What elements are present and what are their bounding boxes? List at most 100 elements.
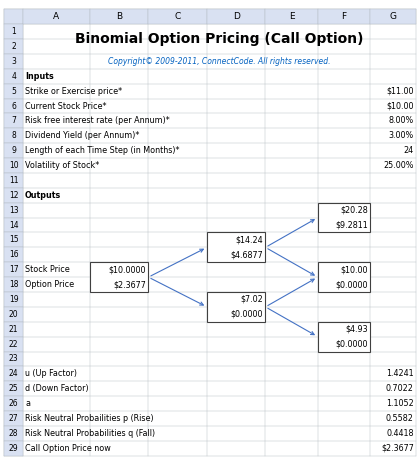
Text: $2.3677: $2.3677 xyxy=(113,280,146,289)
Text: 22: 22 xyxy=(9,339,18,349)
Bar xyxy=(318,203,370,232)
Text: 14: 14 xyxy=(9,220,18,230)
Bar xyxy=(4,99,23,113)
Bar xyxy=(4,173,23,188)
Text: 29: 29 xyxy=(9,444,18,453)
Text: 26: 26 xyxy=(9,399,18,408)
Text: 24: 24 xyxy=(404,146,414,155)
Bar xyxy=(4,54,23,69)
Text: Risk Neutral Probailities p (Rise): Risk Neutral Probailities p (Rise) xyxy=(25,414,154,423)
Text: $4.6877: $4.6877 xyxy=(231,250,263,259)
Text: 10: 10 xyxy=(9,161,18,170)
Text: 0.5582: 0.5582 xyxy=(386,414,414,423)
Bar xyxy=(4,426,23,441)
Bar xyxy=(148,9,207,24)
Bar xyxy=(4,218,23,232)
Bar xyxy=(4,39,23,54)
Text: 23: 23 xyxy=(9,354,18,364)
Bar xyxy=(4,292,23,307)
Text: $14.24: $14.24 xyxy=(236,235,263,245)
Text: $0.0000: $0.0000 xyxy=(335,280,368,289)
Text: Call Option Price now: Call Option Price now xyxy=(25,444,111,453)
Bar xyxy=(318,9,370,24)
Bar xyxy=(4,411,23,426)
Text: 0.7022: 0.7022 xyxy=(386,384,414,393)
Text: $10.0000: $10.0000 xyxy=(109,265,146,274)
Text: $11.00: $11.00 xyxy=(386,86,414,96)
Bar xyxy=(4,322,23,337)
Text: Binomial Option Pricing (Call Option): Binomial Option Pricing (Call Option) xyxy=(75,32,364,46)
Text: u (Up Factor): u (Up Factor) xyxy=(25,369,77,379)
Text: 8.00%: 8.00% xyxy=(389,116,414,126)
Bar xyxy=(4,381,23,396)
Bar xyxy=(4,143,23,158)
Bar xyxy=(4,262,23,277)
Bar xyxy=(4,277,23,292)
Bar xyxy=(4,396,23,411)
Text: 20: 20 xyxy=(9,310,18,319)
Text: 27: 27 xyxy=(9,414,18,423)
Bar xyxy=(370,9,416,24)
Text: Outputs: Outputs xyxy=(25,191,61,200)
Text: 5: 5 xyxy=(11,86,16,96)
Text: 19: 19 xyxy=(9,295,18,304)
Text: 15: 15 xyxy=(9,235,18,245)
Text: 7: 7 xyxy=(11,116,16,126)
Text: 2: 2 xyxy=(11,42,16,51)
Bar xyxy=(4,441,23,456)
Text: $0.0000: $0.0000 xyxy=(335,339,368,349)
Bar xyxy=(90,9,148,24)
Bar xyxy=(4,113,23,128)
Text: 24: 24 xyxy=(9,369,18,379)
Bar xyxy=(4,203,23,218)
Text: 12: 12 xyxy=(9,191,18,200)
Bar xyxy=(90,262,148,292)
Text: 25: 25 xyxy=(9,384,18,393)
Bar xyxy=(4,366,23,381)
Text: Risk free interest rate (per Annum)*: Risk free interest rate (per Annum)* xyxy=(25,116,170,126)
Bar xyxy=(318,322,370,352)
Text: 6: 6 xyxy=(11,101,16,111)
Bar xyxy=(4,128,23,143)
Text: Inputs: Inputs xyxy=(25,72,54,81)
Text: 16: 16 xyxy=(9,250,18,259)
Text: C: C xyxy=(175,12,181,21)
Bar xyxy=(4,9,23,24)
Text: 3: 3 xyxy=(11,57,16,66)
Bar xyxy=(4,232,23,247)
Text: $20.28: $20.28 xyxy=(340,206,368,215)
Bar xyxy=(4,24,23,39)
Bar xyxy=(4,337,23,352)
Bar xyxy=(4,69,23,84)
Bar xyxy=(4,307,23,322)
Text: G: G xyxy=(390,12,396,21)
Text: $10.00: $10.00 xyxy=(340,265,368,274)
Text: $0.0000: $0.0000 xyxy=(231,310,263,319)
Text: $7.02: $7.02 xyxy=(241,295,263,304)
Text: $4.93: $4.93 xyxy=(345,325,368,334)
Text: d (Down Factor): d (Down Factor) xyxy=(25,384,89,393)
Text: 4: 4 xyxy=(11,72,16,81)
Text: 1.1052: 1.1052 xyxy=(386,399,414,408)
Text: 9: 9 xyxy=(11,146,16,155)
Text: Stock Price: Stock Price xyxy=(25,265,70,274)
Text: F: F xyxy=(341,12,347,21)
Text: Current Stock Price*: Current Stock Price* xyxy=(25,101,107,111)
Text: E: E xyxy=(289,12,294,21)
Text: B: B xyxy=(116,12,122,21)
Text: Copyright© 2009-2011, ConnectCode. All rights reserved.: Copyright© 2009-2011, ConnectCode. All r… xyxy=(108,57,331,66)
Text: Option Price: Option Price xyxy=(25,280,74,289)
Text: Strike or Exercise price*: Strike or Exercise price* xyxy=(25,86,122,96)
Text: 11: 11 xyxy=(9,176,18,185)
Bar xyxy=(207,9,265,24)
Bar xyxy=(4,352,23,366)
Text: 25.00%: 25.00% xyxy=(383,161,414,170)
Text: 0.4418: 0.4418 xyxy=(386,429,414,438)
Text: Dividend Yield (per Annum)*: Dividend Yield (per Annum)* xyxy=(25,131,140,140)
Bar xyxy=(4,247,23,262)
Bar xyxy=(4,158,23,173)
Text: Length of each Time Step (in Months)*: Length of each Time Step (in Months)* xyxy=(25,146,180,155)
Text: $2.3677: $2.3677 xyxy=(381,444,414,453)
Text: A: A xyxy=(54,12,59,21)
Bar xyxy=(207,232,265,262)
